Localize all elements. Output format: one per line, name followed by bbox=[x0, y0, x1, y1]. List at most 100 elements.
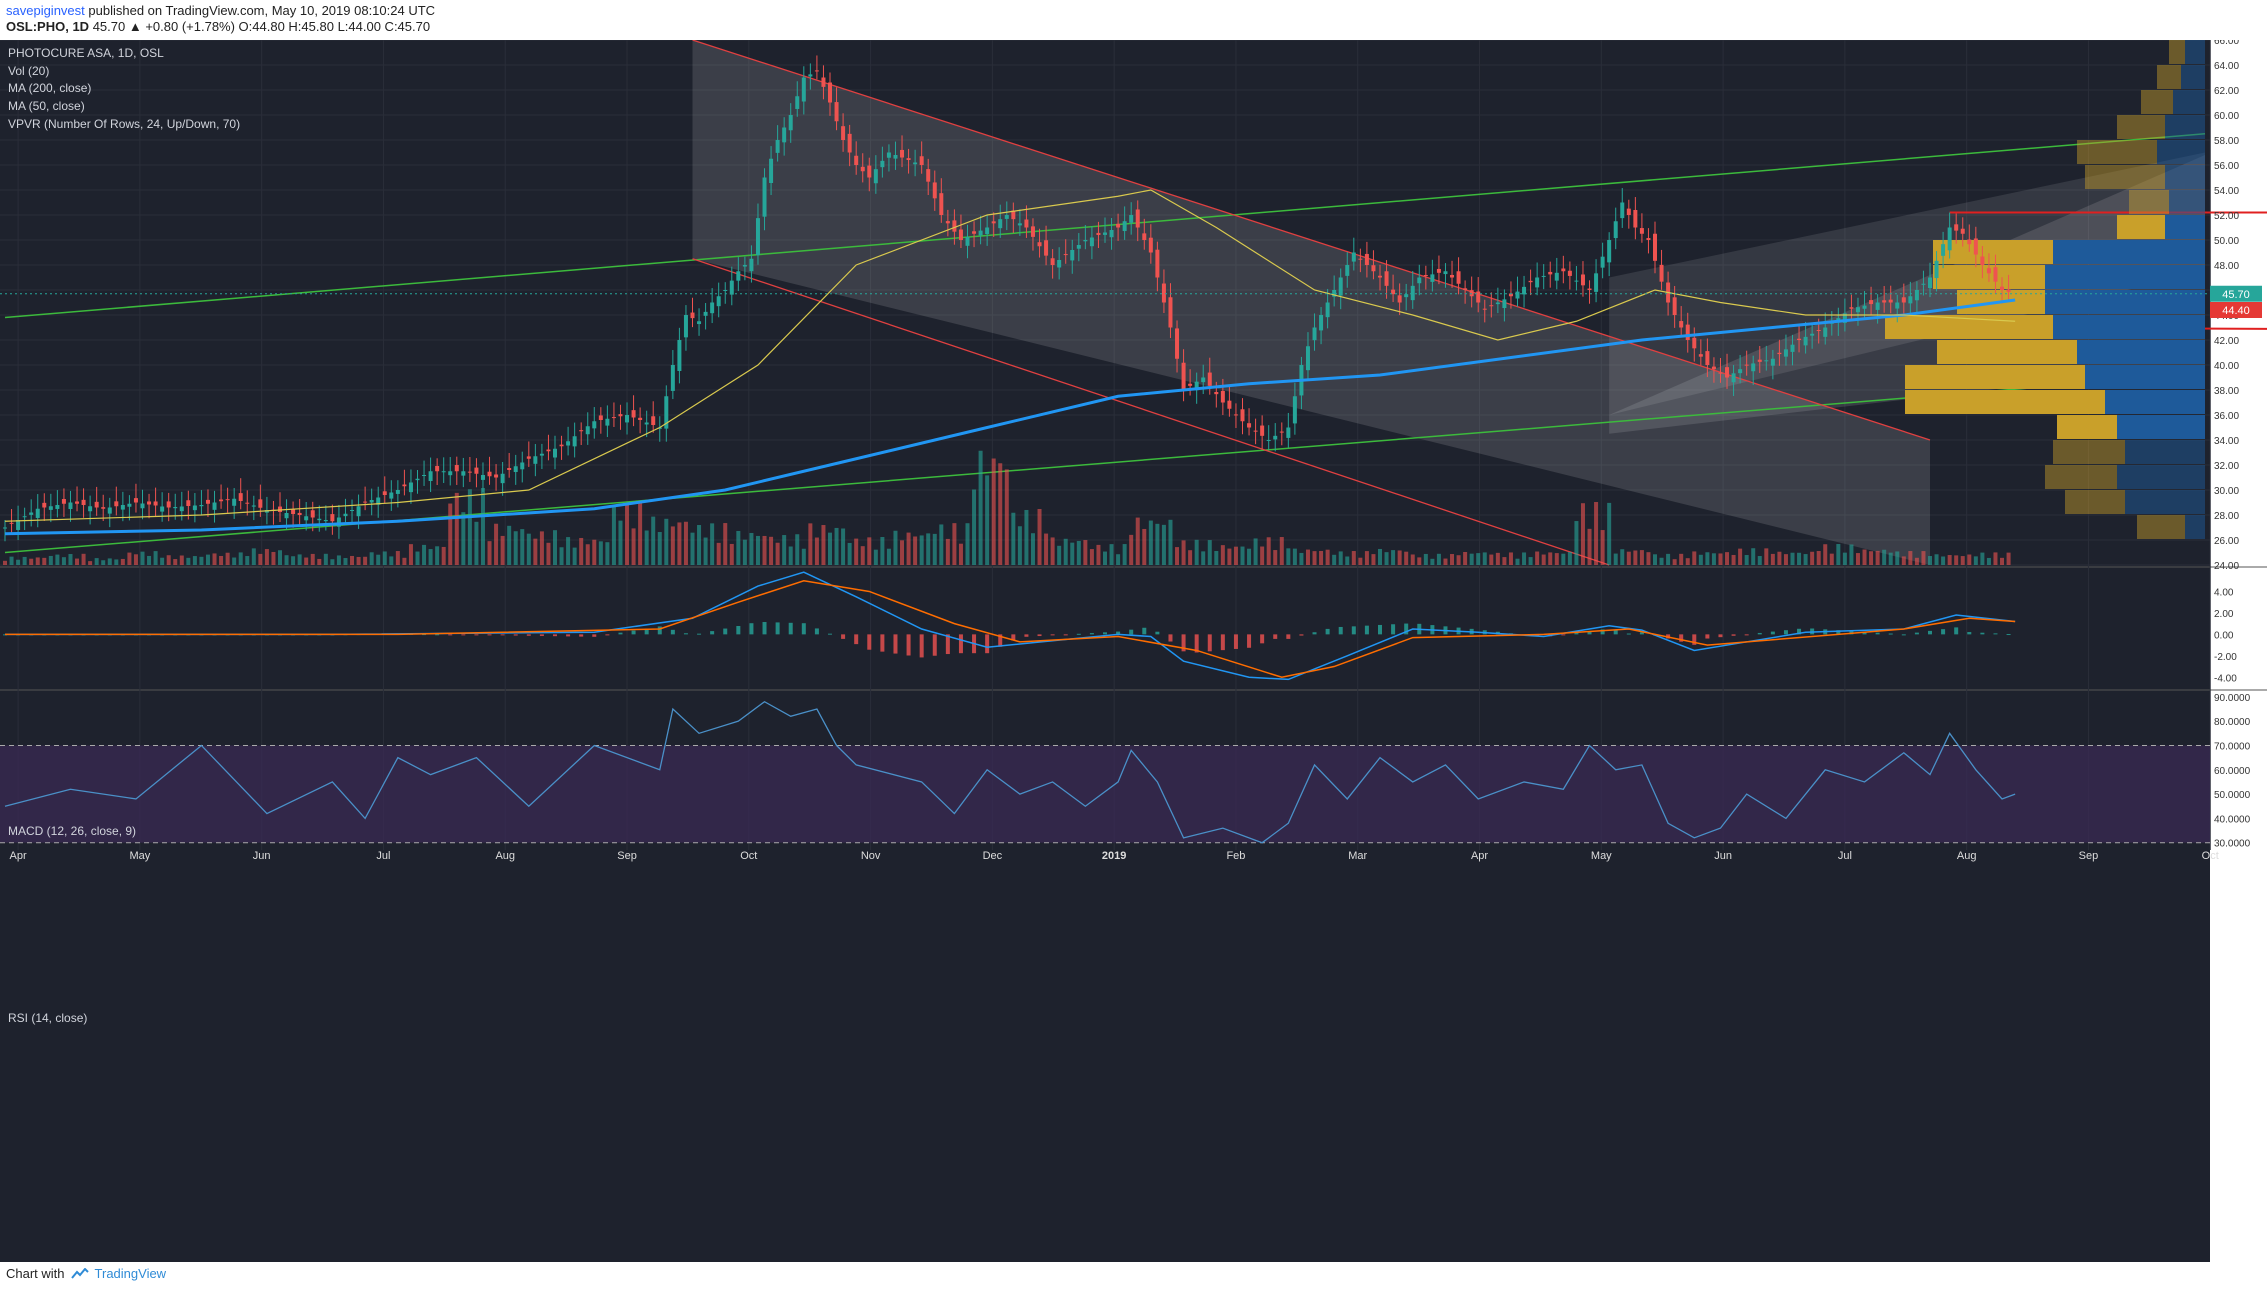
macd-histogram-bar bbox=[1783, 630, 1788, 635]
price-tick-label: 50.00 bbox=[2214, 236, 2239, 247]
vpvr-up-bar bbox=[2045, 265, 2205, 289]
volume-bar bbox=[1247, 548, 1252, 565]
candle-body bbox=[1384, 271, 1389, 286]
volume-bar bbox=[94, 558, 99, 565]
candle-body bbox=[978, 230, 983, 236]
volume-bar bbox=[1004, 469, 1009, 565]
volume-bar bbox=[1816, 551, 1821, 565]
volume-bar bbox=[939, 524, 944, 565]
volume-bar bbox=[1548, 552, 1553, 565]
volume-bar bbox=[1103, 551, 1107, 565]
candle-body bbox=[1548, 271, 1553, 275]
macd-histogram-bar bbox=[1116, 631, 1121, 635]
volume-bar bbox=[1044, 533, 1049, 565]
candle-body bbox=[186, 500, 191, 506]
volume-bar bbox=[1993, 552, 1998, 565]
candle-body bbox=[1436, 268, 1441, 273]
volume-bar bbox=[1967, 554, 1972, 565]
candle-body bbox=[1148, 237, 1153, 253]
macd-histogram-bar bbox=[854, 634, 859, 645]
candle-body bbox=[1450, 274, 1455, 278]
volume-bar bbox=[814, 537, 819, 565]
macd-histogram-bar bbox=[1247, 634, 1252, 648]
macd-histogram-bar bbox=[1731, 634, 1736, 636]
macd-histogram-bar bbox=[618, 632, 623, 635]
volume-bar bbox=[762, 535, 767, 565]
chart-area[interactable]: 24.00 26.00 28.00 30.00 32.00 34.00 36.00 38.00… bbox=[0, 40, 2267, 1265]
candle-body bbox=[572, 436, 577, 447]
candle-body bbox=[841, 126, 846, 140]
candle-body bbox=[598, 415, 603, 420]
macd-histogram-bar bbox=[670, 629, 675, 635]
volume-bar bbox=[422, 544, 427, 565]
candle-body bbox=[140, 503, 145, 509]
volume-bar bbox=[330, 559, 335, 565]
candle-body bbox=[749, 258, 754, 272]
published-text: published on TradingView.com, May 10, 20… bbox=[88, 3, 436, 18]
macd-histogram-bar bbox=[1404, 623, 1409, 635]
macd-histogram-bar bbox=[474, 634, 479, 636]
volume-bar bbox=[1011, 512, 1016, 565]
macd-histogram-bar bbox=[487, 634, 492, 636]
macd-histogram-bar bbox=[683, 633, 688, 635]
vpvr-up-bar bbox=[2053, 240, 2205, 264]
candle-body bbox=[828, 82, 832, 103]
volume-bar bbox=[1770, 553, 1775, 565]
volume-bar bbox=[1914, 557, 1919, 565]
macd-histogram-bar bbox=[553, 634, 557, 637]
macd-histogram-bar bbox=[1351, 626, 1356, 635]
candle-body bbox=[1770, 358, 1775, 366]
macd-histogram-bar bbox=[1103, 632, 1107, 635]
macd-histogram-bar bbox=[513, 634, 518, 636]
publisher-name[interactable]: savepiginvest bbox=[6, 3, 85, 18]
candle-body bbox=[507, 467, 512, 470]
volume-bar bbox=[736, 530, 741, 565]
volume-bar bbox=[35, 557, 40, 565]
volume-bar bbox=[1639, 550, 1644, 565]
candle-body bbox=[448, 471, 453, 476]
volume-bar bbox=[729, 543, 734, 565]
candle-body bbox=[1469, 290, 1474, 297]
candle-body bbox=[494, 474, 499, 478]
volume-bar bbox=[22, 556, 27, 565]
candle-body bbox=[480, 475, 485, 480]
macd-histogram-bar bbox=[1391, 624, 1396, 635]
volume-bar bbox=[1430, 558, 1435, 565]
macd-histogram-bar bbox=[1338, 626, 1343, 635]
candle-body bbox=[1057, 260, 1062, 268]
macd-histogram-bar bbox=[998, 634, 1003, 647]
volume-bar bbox=[657, 532, 662, 565]
candle-body bbox=[1247, 423, 1252, 428]
footer-brand[interactable]: TradingView bbox=[94, 1266, 167, 1281]
rsi-tick-label: 60.0000 bbox=[2214, 766, 2251, 777]
volume-bar bbox=[278, 550, 282, 565]
legend-ma50: MA (50, close) bbox=[8, 99, 85, 113]
legend-vpvr: VPVR (Number Of Rows, 24, Up/Down, 70) bbox=[8, 117, 240, 131]
volume-bar bbox=[1364, 551, 1369, 565]
candle-body bbox=[1070, 250, 1075, 261]
candle-body bbox=[775, 140, 780, 153]
candle-body bbox=[1181, 362, 1186, 390]
x-tick-label: May bbox=[1591, 850, 1612, 862]
volume-bar bbox=[264, 549, 269, 565]
candle-body bbox=[1698, 354, 1703, 357]
macd-histogram-bar bbox=[710, 631, 715, 635]
macd-histogram-bar bbox=[1836, 630, 1841, 635]
macd-histogram-bar bbox=[1626, 633, 1631, 635]
candle-body bbox=[1201, 377, 1206, 383]
candle-body bbox=[258, 499, 263, 508]
volume-bar bbox=[369, 552, 374, 565]
macd-histogram-bar bbox=[1757, 632, 1762, 635]
candle-body bbox=[1725, 367, 1730, 378]
vpvr-down-bar bbox=[2057, 415, 2117, 439]
candle-body bbox=[1168, 297, 1173, 328]
candle-body bbox=[1993, 267, 1998, 282]
macd-histogram-bar bbox=[448, 634, 453, 636]
volume-bar bbox=[801, 548, 806, 565]
volume-bar bbox=[860, 546, 865, 565]
candle-body bbox=[22, 516, 27, 518]
macd-histogram-bar bbox=[945, 634, 950, 655]
volume-bar bbox=[592, 539, 597, 565]
candle-body bbox=[297, 512, 302, 515]
volume-bar bbox=[821, 525, 826, 565]
